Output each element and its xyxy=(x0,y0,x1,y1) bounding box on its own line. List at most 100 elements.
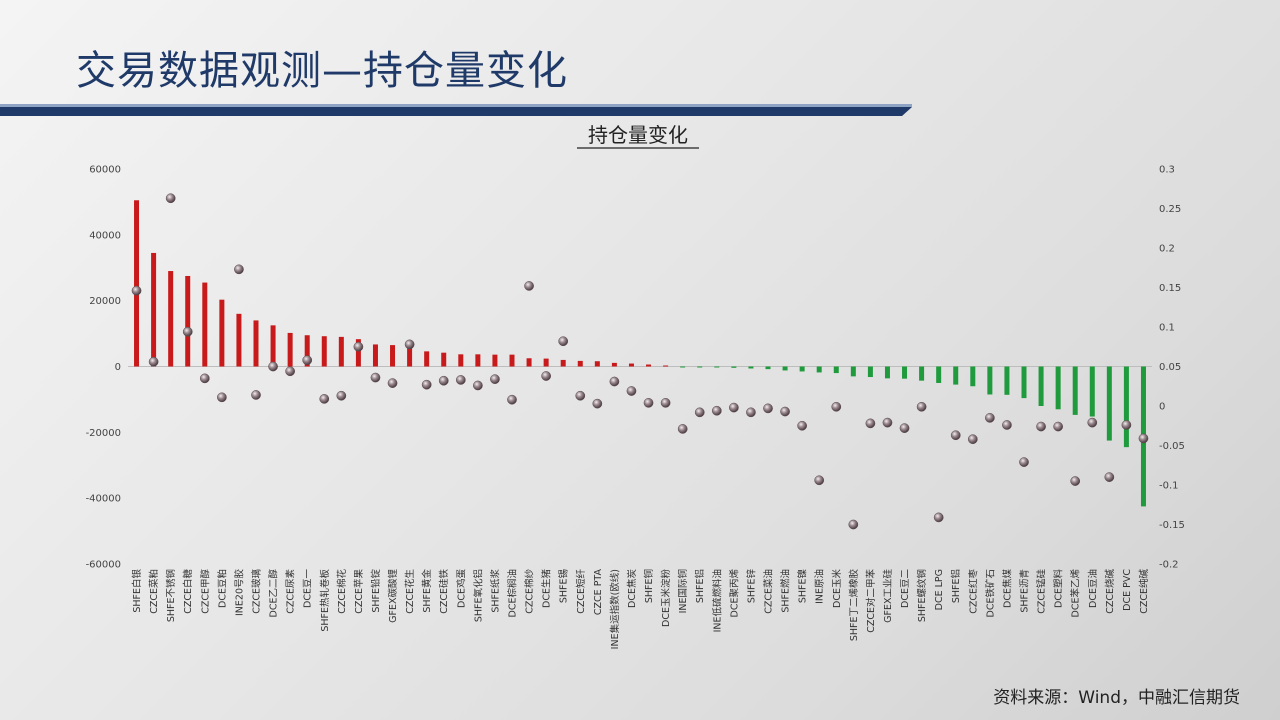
bar xyxy=(577,360,583,367)
scatter-point xyxy=(643,397,654,408)
right-tick-label: 0.05 xyxy=(1159,362,1181,373)
scatter-point xyxy=(199,373,210,384)
category-label: CZCE菜油 xyxy=(763,569,775,614)
scatter-point xyxy=(1104,472,1115,482)
bar xyxy=(799,366,805,372)
bar xyxy=(458,354,464,367)
category-label: SHFE丁二烯橡胶 xyxy=(848,569,860,642)
scatter-point xyxy=(490,374,500,384)
bar xyxy=(560,359,566,367)
bar xyxy=(236,313,242,367)
bar xyxy=(304,335,310,367)
category-label: DCE豆油 xyxy=(1087,569,1099,608)
category-label: INE低硫燃料油 xyxy=(711,569,723,632)
bar xyxy=(850,366,856,377)
category-label: CZCE硅铁 xyxy=(438,569,450,614)
category-label: CZCE短纤 xyxy=(575,569,587,614)
bar xyxy=(987,366,993,395)
category-label: DCE豆粕 xyxy=(216,569,228,608)
category-label: CZCE甲醇 xyxy=(199,569,211,614)
category-label: SHFE不锈钢 xyxy=(165,569,177,622)
scatter-point xyxy=(950,430,961,441)
bar xyxy=(270,325,276,367)
category-label: CZCE PTA xyxy=(593,569,604,616)
category-label: CZCE锰硅 xyxy=(1036,569,1048,614)
category-label: DCE铁矿石 xyxy=(984,569,996,617)
scatter-point xyxy=(1036,421,1046,432)
bar xyxy=(355,339,361,367)
category-label: DCE焦煤 xyxy=(1001,569,1013,608)
category-label: DCE生猪 xyxy=(541,569,553,608)
scatter-point xyxy=(1087,417,1098,428)
category-label: GFEX碳酸锂 xyxy=(387,569,399,623)
bar xyxy=(253,320,259,367)
scatter-point xyxy=(251,390,261,400)
category-label: DCE鸡蛋 xyxy=(455,569,467,608)
bar xyxy=(697,366,703,368)
category-label: DCE苯乙烯 xyxy=(1070,569,1082,618)
category-label: SHFE锌 xyxy=(745,569,757,604)
bar xyxy=(902,366,908,379)
bar xyxy=(833,366,839,374)
source-note: 资料来源：Wind，中融汇信期货 xyxy=(993,688,1240,708)
category-label: DCE聚丙烯 xyxy=(728,569,740,618)
scatter-point xyxy=(148,356,159,367)
scatter-point xyxy=(336,390,347,401)
category-label: DCE豆二 xyxy=(900,569,911,608)
scatter-point xyxy=(507,394,517,405)
category-label: CZCE棉纱 xyxy=(524,569,536,614)
scatter-point xyxy=(524,281,534,291)
scatter-point xyxy=(899,423,910,433)
bar xyxy=(628,363,634,367)
scatter-point xyxy=(626,386,637,396)
scatter-point xyxy=(387,378,398,388)
bar xyxy=(867,366,873,378)
category-label: SHFE白银 xyxy=(131,569,143,613)
category-label: CZCE对二甲苯 xyxy=(865,569,877,633)
scatter-point xyxy=(780,406,790,417)
bar xyxy=(884,366,890,379)
scatter-point xyxy=(1053,421,1063,432)
bar xyxy=(492,354,498,367)
bar xyxy=(594,361,600,367)
category-label: CZCE玻璃 xyxy=(251,569,263,614)
category-label: INE原油 xyxy=(814,569,826,604)
category-label: SHFE铜 xyxy=(643,569,655,603)
category-label: DCE焦炭 xyxy=(626,569,638,608)
right-tick-label: -0.05 xyxy=(1159,441,1185,452)
right-tick-label: 0.2 xyxy=(1159,244,1175,255)
bar xyxy=(509,354,515,367)
scatter-point xyxy=(404,339,415,350)
left-axis: 60000 40000 20000 0 -20000 -40000 -60000 xyxy=(86,165,121,571)
scatter-point xyxy=(677,424,688,434)
scatter-point xyxy=(285,366,295,377)
category-label: DCE LPG xyxy=(934,569,945,610)
right-tick-label: 0.1 xyxy=(1159,323,1175,334)
scatter-point xyxy=(473,380,483,391)
category-label: INE集运指数(欧线) xyxy=(609,569,621,649)
bar xyxy=(475,354,481,367)
category-label: DCE玉米淀粉 xyxy=(660,569,672,627)
category-label: SHFE铝 xyxy=(694,569,706,603)
category-label: CZCE花生 xyxy=(404,569,416,614)
bar xyxy=(338,336,344,367)
bar xyxy=(970,366,976,387)
scatter-point xyxy=(234,264,244,275)
bar xyxy=(441,352,447,367)
left-tick-label: -60000 xyxy=(86,560,121,571)
scatter-point xyxy=(302,355,313,366)
scatter-point xyxy=(1138,433,1149,444)
scatter-point xyxy=(865,418,876,429)
right-tick-label: -0.1 xyxy=(1159,481,1179,492)
title-underline-bar xyxy=(0,104,912,116)
category-label: CZCE棉花 xyxy=(336,569,348,614)
scatter-point xyxy=(967,434,978,445)
category-label: DCE豆一 xyxy=(303,569,314,608)
scatter-point xyxy=(660,397,671,408)
bar xyxy=(1055,366,1061,410)
scatter-point xyxy=(421,379,432,390)
category-label: DCE棕榈油 xyxy=(507,569,519,617)
bar xyxy=(1021,366,1027,399)
chart-title: 持仓量变化 xyxy=(588,123,688,147)
scatter-point xyxy=(848,519,859,530)
